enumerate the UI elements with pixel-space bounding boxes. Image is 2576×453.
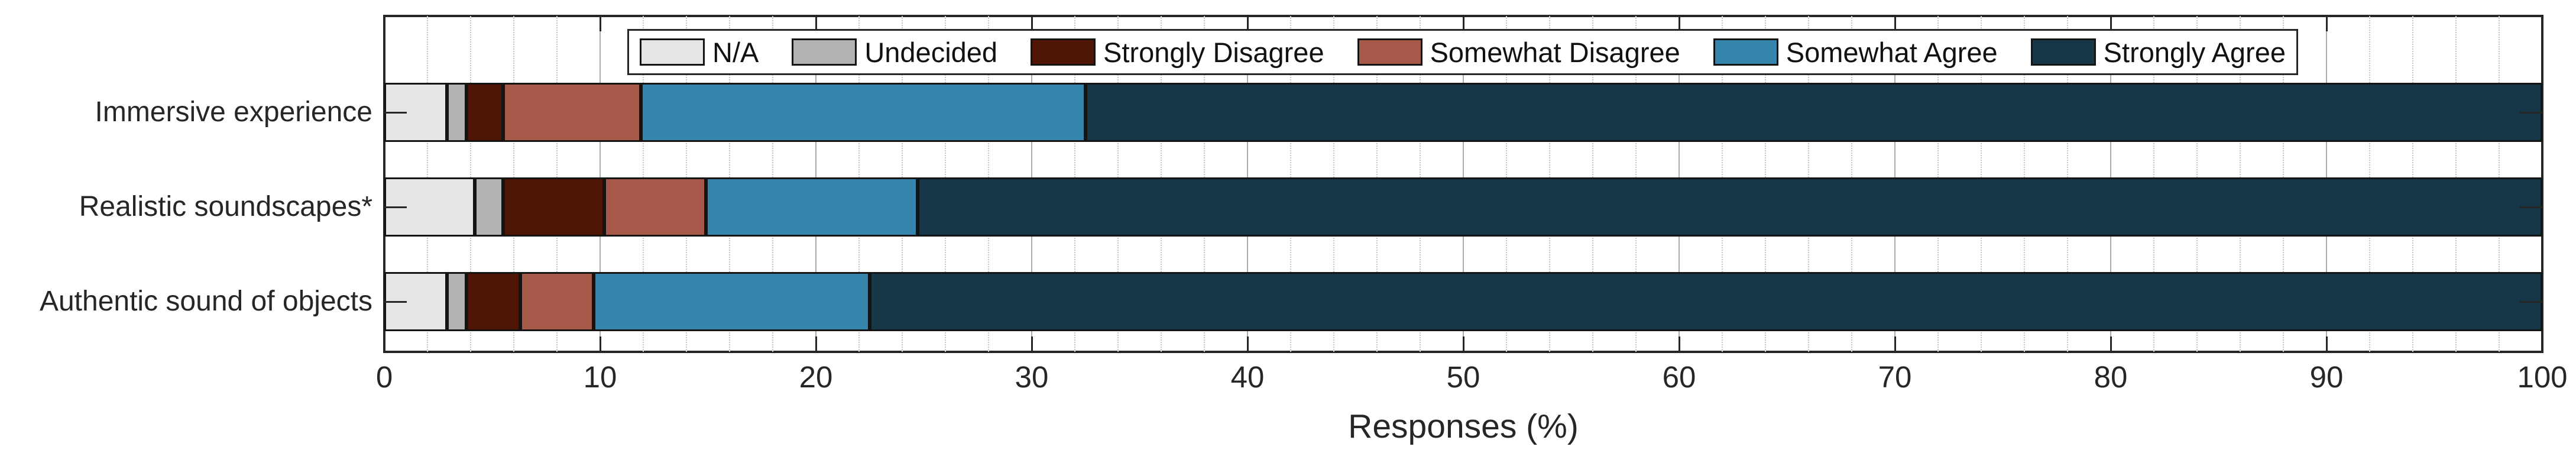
legend-item: Somewhat Agree: [1713, 36, 1998, 69]
x-tick-bottom: [2110, 336, 2112, 352]
legend-box: N/A Undecided Strongly Disagree Somewhat Di…: [627, 29, 2298, 75]
legend-item: Undecided: [792, 36, 997, 69]
legend-label: Somewhat Agree: [1786, 36, 1998, 68]
bar-segment: [641, 83, 1086, 142]
bar-segment: [705, 177, 918, 237]
legend-item: Strongly Agree: [2030, 36, 2286, 69]
x-tick-top: [1894, 16, 1896, 31]
x-tick-bottom: [1678, 336, 1680, 352]
x-tick-label: 10: [583, 360, 617, 394]
y-tick-right: [2520, 300, 2542, 303]
bar-segment: [503, 83, 641, 142]
x-tick-top: [2110, 16, 2112, 31]
legend-label: Undecided: [864, 36, 998, 68]
x-tick-top: [815, 16, 817, 31]
x-tick-top: [1031, 16, 1033, 31]
y-category-label: Immersive experience: [95, 96, 373, 128]
x-tick-label: 20: [799, 360, 833, 394]
x-tick-label: 0: [375, 360, 393, 394]
x-tick-label: 90: [2309, 360, 2344, 394]
legend-swatch: [2030, 38, 2096, 66]
legend-swatch: [1713, 38, 1778, 66]
bar-segment: [446, 83, 466, 142]
bar-row: [384, 83, 2542, 142]
x-tick-top: [2541, 16, 2543, 31]
y-category-label: Realistic soundscapes*: [79, 191, 372, 222]
legend-label: Strongly Agree: [2103, 36, 2286, 68]
x-tick-top: [1246, 16, 1249, 31]
bar-segment: [520, 272, 594, 331]
legend-label: N/A: [712, 36, 759, 68]
x-tick-label: 100: [2517, 360, 2568, 394]
x-tick-label: 50: [1446, 360, 1480, 394]
bar-segment: [503, 177, 605, 237]
x-tick-top: [2325, 16, 2328, 31]
bar-row: [384, 177, 2542, 237]
y-tick-left: [384, 111, 407, 114]
x-tick-bottom: [1462, 336, 1464, 352]
legend-label: Somewhat Disagree: [1430, 36, 1680, 68]
bar-segment: [917, 177, 2542, 237]
bar-segment: [446, 272, 466, 331]
legend-swatch: [1031, 38, 1096, 66]
bar-row: [384, 272, 2542, 331]
bar-segment: [475, 177, 503, 237]
y-tick-right: [2520, 206, 2542, 208]
x-tick-bottom: [383, 336, 385, 352]
bar-segment: [1086, 83, 2542, 142]
y-tick-left: [384, 300, 407, 303]
x-tick-bottom: [2325, 336, 2328, 352]
x-tick-label: 30: [1015, 360, 1049, 394]
legend-swatch: [1357, 38, 1423, 66]
bar-segment: [466, 272, 520, 331]
legend-swatch: [792, 38, 857, 66]
legend-swatch: [640, 38, 705, 66]
x-axis-title: Responses (%): [1348, 407, 1579, 445]
legend-item: Somewhat Disagree: [1357, 36, 1680, 69]
bar-segment: [594, 272, 870, 331]
legend-label: Strongly Disagree: [1103, 36, 1324, 68]
x-tick-bottom: [1894, 336, 1896, 352]
x-tick-bottom: [815, 336, 817, 352]
bar-segment: [384, 83, 447, 142]
x-tick-top: [1462, 16, 1464, 31]
x-tick-bottom: [1246, 336, 1249, 352]
bar-segment: [466, 83, 503, 142]
x-tick-label: 60: [1662, 360, 1696, 394]
x-tick-bottom: [1031, 336, 1033, 352]
y-tick-right: [2520, 111, 2542, 114]
x-tick-top: [599, 16, 601, 31]
x-tick-label: 70: [1878, 360, 1912, 394]
x-tick-bottom: [599, 336, 601, 352]
x-tick-bottom: [2541, 336, 2543, 352]
x-tick-label: 40: [1230, 360, 1265, 394]
y-tick-left: [384, 206, 407, 208]
y-category-label: Authentic sound of objects: [39, 286, 372, 317]
bar-segment: [604, 177, 706, 237]
legend-item: Strongly Disagree: [1031, 36, 1324, 69]
x-tick-label: 80: [2094, 360, 2128, 394]
bar-segment: [870, 272, 2542, 331]
legend-item: N/A: [640, 36, 759, 69]
x-tick-top: [383, 16, 385, 31]
x-tick-top: [1678, 16, 1680, 31]
